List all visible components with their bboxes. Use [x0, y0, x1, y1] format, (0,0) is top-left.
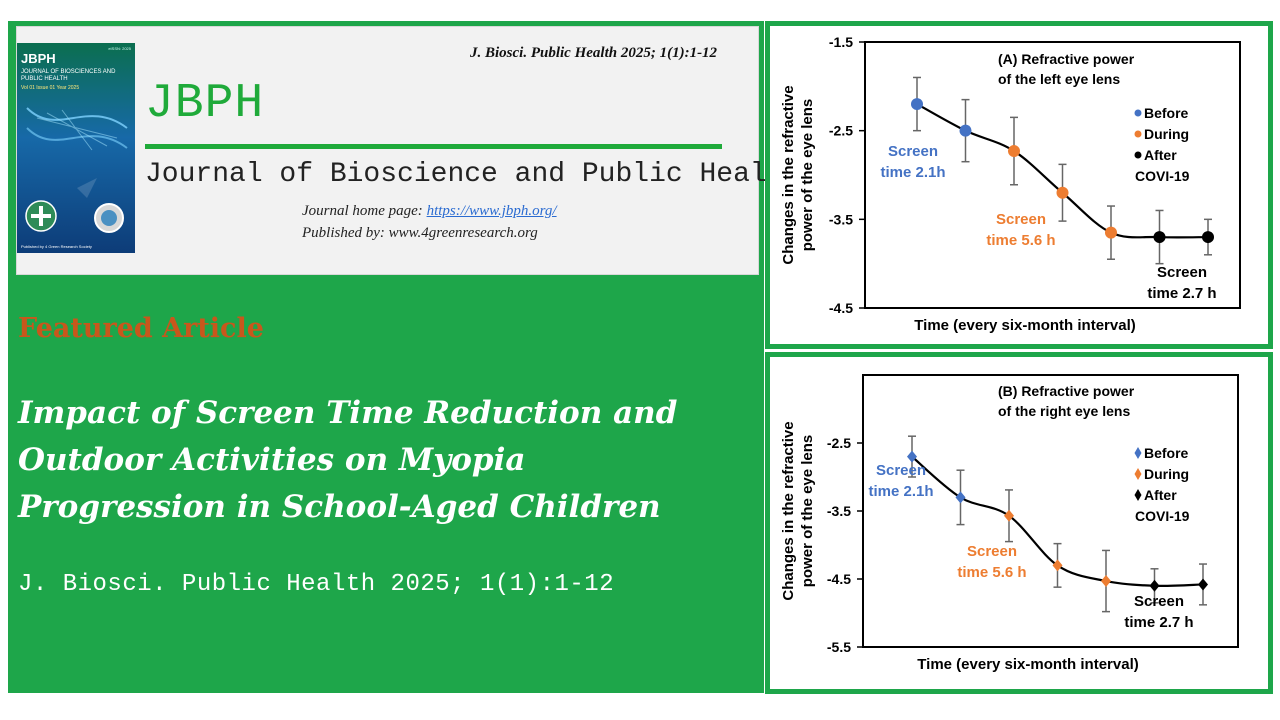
cover-illustration-icon	[25, 107, 128, 233]
featured-label: Featured Article	[18, 313, 264, 344]
chart-a-data-point	[1056, 186, 1069, 199]
chart-a-legend-label: During	[1144, 126, 1189, 142]
homepage-label: Journal home page:	[302, 203, 427, 219]
chart-a-annotation-line: Screen	[1157, 264, 1207, 281]
chart-b-annotation-line: Screen	[967, 543, 1017, 560]
chart-a-plot-area	[864, 41, 1241, 309]
chart-a-data-point	[1008, 145, 1020, 158]
header-divider	[145, 144, 722, 149]
chart-b-annotation-line: time 5.6 h	[957, 564, 1026, 581]
article-title-line: Progression in School-Aged Children	[18, 489, 661, 525]
header-citation: J. Biosci. Public Health 2025; 1(1):1-12	[470, 45, 718, 61]
article-title-line: Impact of Screen Time Reduction and	[18, 395, 678, 431]
chart-b-data-point	[1052, 559, 1063, 572]
cover-subtitle: JOURNAL OF BIOSCIENCES AND PUBLIC HEALTH	[21, 69, 116, 82]
chart-b-annotation-line: time 2.7 h	[1124, 614, 1193, 631]
chart-b-y-tick-label: -2.5	[827, 435, 851, 451]
chart-b-y-tick-label: -4.5	[827, 571, 851, 587]
chart-b: -2.5 -3.5 -4.5 -5.5 Changes in the refractiv…	[780, 374, 1239, 673]
chart-b-data-point	[1198, 578, 1208, 591]
chart-a-legend-marker	[1134, 109, 1142, 117]
chart-b-annotation-line: Screen	[1134, 593, 1184, 610]
chart-a-panel: -1.5 -2.5 -3.5 -4.5 Changes in the refractiv…	[770, 26, 1268, 344]
chart-a-data-point	[959, 124, 972, 137]
chart-a-annotation-line: Screen	[888, 143, 938, 160]
chart-b-data-point	[955, 491, 966, 504]
chart-b-legend-label: Before	[1144, 445, 1189, 461]
chart-a-y-tick-label: -3.5	[829, 211, 853, 227]
chart-b-data-point	[1149, 579, 1160, 592]
chart-a-x-axis-label: Time (every six-month interval)	[914, 317, 1135, 334]
chart-a-annotation-line: time 5.6 h	[986, 232, 1055, 249]
chart-a-annotation-line: time 2.1h	[880, 164, 945, 181]
article-citation: J. Biosci. Public Health 2025; 1(1):1-12	[18, 571, 615, 598]
chart-b-legend-marker	[1134, 447, 1142, 459]
journal-cover: eISSN: 2025 JBPH JOURNAL OF BIOSCIENCES …	[17, 43, 135, 253]
chart-b-y-axis-label: Changes in the refractive power of the ey…	[780, 421, 816, 600]
chart-a-legend-label: After	[1144, 147, 1177, 163]
chart-a-data-point	[1105, 226, 1117, 239]
chart-b-data-point	[1004, 509, 1014, 522]
chart-b-data-point	[1101, 575, 1111, 588]
journal-logo-text: JBPH	[145, 77, 265, 131]
chart-b-title-line: (B) Refractive power	[998, 383, 1135, 399]
chart-b-legend-label: After	[1144, 487, 1177, 503]
chart-b-panel: -2.5 -3.5 -4.5 -5.5 Changes in the refractiv…	[770, 357, 1268, 689]
chart-b-legend-label: During	[1144, 466, 1189, 482]
journal-header	[16, 26, 759, 275]
article-title-line: Outdoor Activities on Myopia	[18, 442, 526, 478]
chart-a-title-line: of the left eye lens	[998, 71, 1120, 87]
chart-a: -1.5 -2.5 -3.5 -4.5 Changes in the refractiv…	[780, 34, 1241, 334]
chart-a-legend-label: Before	[1144, 105, 1189, 121]
chart-b-annotation-line: Screen	[876, 462, 926, 479]
chart-a-legend-label: COVI-19	[1135, 168, 1190, 184]
journal-homepage: Journal home page: https://www.jbph.org/	[302, 203, 557, 220]
chart-b-data-point	[907, 450, 917, 463]
chart-a-legend-marker	[1134, 130, 1142, 138]
chart-a-data-point	[1202, 231, 1214, 244]
chart-a-y-tick-label: -1.5	[829, 34, 853, 50]
chart-b-x-axis-label: Time (every six-month interval)	[917, 656, 1138, 673]
chart-b-y-tick-label: -3.5	[827, 503, 851, 519]
chart-a-y-tick-label: -4.5	[829, 300, 853, 316]
chart-a-data-point	[911, 98, 923, 111]
chart-b-annotation-line: time 2.1h	[868, 483, 933, 500]
homepage-link[interactable]: https://www.jbph.org/	[426, 203, 557, 219]
chart-b-y-tick-label: -5.5	[827, 639, 851, 655]
chart-a-y-axis-label-line: Changes in the refractive	[780, 85, 797, 264]
cover-publisher: Published by 4 Green Research Society	[21, 244, 92, 249]
chart-a-data-point	[1153, 231, 1166, 244]
cover-issue: Vol 01 Issue 01 Year 2025	[21, 85, 80, 91]
chart-a-y-axis-label-line: power of the eye lens	[799, 99, 816, 252]
chart-b-title-line: of the right eye lens	[998, 403, 1130, 419]
chart-b-y-axis-label-line: Changes in the refractive	[780, 421, 797, 600]
chart-a-annotation-line: time 2.7 h	[1147, 285, 1216, 302]
journal-name: Journal of Bioscience and Public Health	[145, 159, 801, 190]
chart-b-y-axis-label-line: power of the eye lens	[799, 435, 816, 588]
chart-b-legend-label: COVI-19	[1135, 508, 1190, 524]
cover-title: JBPH	[21, 51, 56, 66]
chart-a-y-axis-label: Changes in the refractive power of the ey…	[780, 85, 816, 264]
chart-b-legend-marker	[1134, 468, 1142, 480]
cover-issn: eISSN: 2025	[108, 46, 131, 51]
article-title: Impact of Screen Time Reduction and Outd…	[18, 390, 748, 531]
chart-a-legend-marker	[1134, 151, 1142, 159]
chart-a-title-line: (A) Refractive power	[998, 51, 1135, 67]
chart-a-y-tick-label: -2.5	[829, 123, 853, 139]
journal-publisher: Published by: www.4greenresearch.org	[302, 225, 538, 241]
chart-a-annotation-line: Screen	[996, 211, 1046, 228]
chart-b-legend-marker	[1134, 489, 1142, 501]
